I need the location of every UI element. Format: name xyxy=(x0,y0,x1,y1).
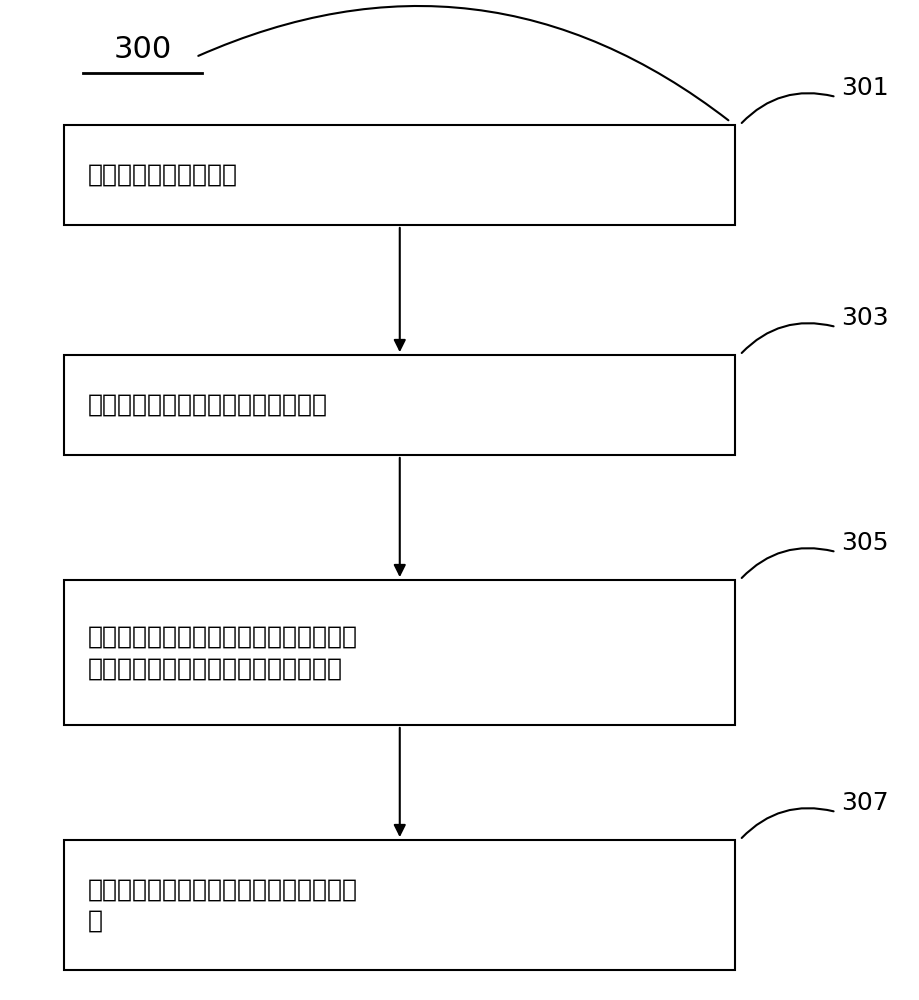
Text: 把牙科正畸矫治器械的有限元模型佩戴于
牙颌的有限元模型上并进行有限元分析: 把牙科正畸矫治器械的有限元模型佩戴于 牙颌的有限元模型上并进行有限元分析 xyxy=(87,625,357,680)
Text: 获取牙颌的有限元模型: 获取牙颌的有限元模型 xyxy=(87,163,237,187)
Text: 301: 301 xyxy=(841,76,889,100)
FancyBboxPatch shape xyxy=(64,125,735,225)
FancyBboxPatch shape xyxy=(64,580,735,725)
Text: 307: 307 xyxy=(841,791,889,815)
Text: 305: 305 xyxy=(841,531,889,555)
FancyArrowPatch shape xyxy=(742,323,834,353)
FancyArrowPatch shape xyxy=(742,93,834,123)
FancyArrowPatch shape xyxy=(742,548,834,578)
FancyBboxPatch shape xyxy=(64,840,735,970)
Text: 获取牙科正畸矫治器械的有限元模型: 获取牙科正畸矫治器械的有限元模型 xyxy=(87,393,327,417)
FancyArrowPatch shape xyxy=(199,6,729,120)
FancyArrowPatch shape xyxy=(742,808,834,838)
Text: 基于有限元分析结果检验牙科正畸矫治器
械: 基于有限元分析结果检验牙科正畸矫治器 械 xyxy=(87,877,357,933)
FancyBboxPatch shape xyxy=(64,355,735,455)
Text: 303: 303 xyxy=(841,306,889,330)
Text: 300: 300 xyxy=(113,35,172,64)
